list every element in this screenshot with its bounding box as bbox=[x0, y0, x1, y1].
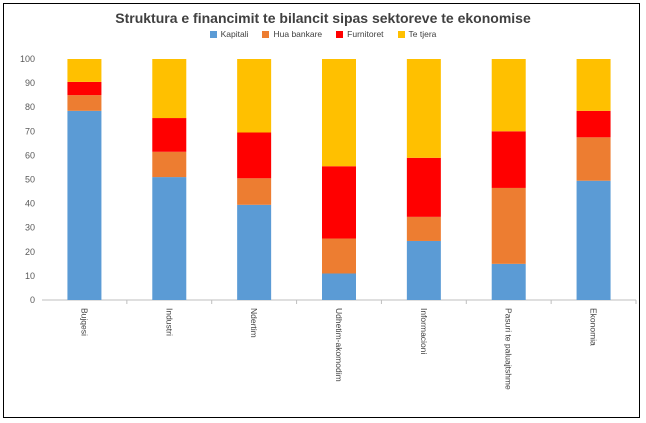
bar-segment bbox=[406, 240, 441, 300]
bar-segment bbox=[576, 59, 611, 111]
category-label: Ndertim bbox=[249, 308, 259, 338]
bar-segment bbox=[322, 238, 356, 274]
legend-swatch bbox=[209, 30, 217, 38]
bar-segment bbox=[576, 110, 611, 138]
bar-segment bbox=[491, 59, 526, 132]
bar-segment bbox=[491, 131, 526, 188]
legend-item-1: Kapitali bbox=[209, 29, 249, 39]
legend-item-2: Hua bankare bbox=[262, 29, 322, 39]
category-label: Pasuri te paluajtshme bbox=[504, 308, 514, 390]
legend-label: Hua bankare bbox=[273, 29, 323, 39]
bar-segment bbox=[67, 110, 102, 300]
bar-segment bbox=[322, 273, 356, 300]
y-tick-label: 40 bbox=[25, 199, 35, 209]
bar-segment bbox=[152, 177, 187, 300]
bar-segment bbox=[576, 180, 611, 300]
y-tick-label: 90 bbox=[25, 78, 35, 88]
bar-segment bbox=[152, 59, 187, 119]
bar-segment bbox=[322, 166, 356, 239]
legend-swatch bbox=[336, 30, 344, 38]
bar-segment bbox=[237, 178, 272, 205]
y-tick-label: 30 bbox=[25, 223, 35, 233]
bar-segment bbox=[491, 187, 526, 264]
legend-swatch bbox=[262, 30, 270, 38]
bar-segment bbox=[237, 59, 272, 133]
category-label: Ekonomia bbox=[589, 308, 599, 346]
bar-segment bbox=[576, 137, 611, 181]
legend-label: Kapitali bbox=[220, 29, 249, 39]
bar-segment bbox=[67, 59, 102, 82]
y-tick-label: 0 bbox=[30, 295, 35, 305]
y-tick-label: 50 bbox=[25, 175, 35, 185]
y-tick-label: 10 bbox=[25, 271, 35, 281]
bar-segment bbox=[152, 151, 187, 178]
bar-segment bbox=[491, 263, 526, 300]
chart-title: Struktura e financimit te bilancit sipas… bbox=[115, 10, 531, 26]
y-tick-label: 80 bbox=[25, 102, 35, 112]
bar-segment bbox=[152, 118, 187, 152]
legend-item-3: Furnitoret bbox=[336, 29, 384, 39]
bar-segment bbox=[406, 157, 441, 217]
chart-frame bbox=[3, 3, 640, 418]
legend-item-4: Te tjera bbox=[397, 29, 437, 39]
bar-segment bbox=[406, 59, 441, 158]
legend-label: Te tjera bbox=[408, 29, 437, 39]
legend-label: Furnitoret bbox=[347, 29, 384, 39]
y-tick-label: 70 bbox=[25, 126, 35, 136]
y-tick-label: 100 bbox=[20, 54, 35, 64]
bar-segment bbox=[67, 81, 102, 96]
chart-legend: Kapitali Hua bankare Furnitoret Te tjera bbox=[0, 29, 646, 39]
bar-segment bbox=[406, 216, 441, 241]
y-tick-label: 60 bbox=[25, 150, 35, 160]
category-label: Udhetim-akomodim bbox=[334, 308, 344, 382]
bar-segment bbox=[322, 59, 356, 167]
legend-swatch bbox=[397, 30, 405, 38]
category-label: Bujqesi bbox=[79, 308, 89, 336]
y-tick-label: 20 bbox=[25, 247, 35, 257]
bar-segment bbox=[237, 204, 272, 300]
category-label: Informacioni bbox=[419, 308, 429, 354]
bar-segment bbox=[67, 95, 102, 111]
category-label: Industri bbox=[164, 308, 174, 336]
bar-segment bbox=[237, 132, 272, 179]
